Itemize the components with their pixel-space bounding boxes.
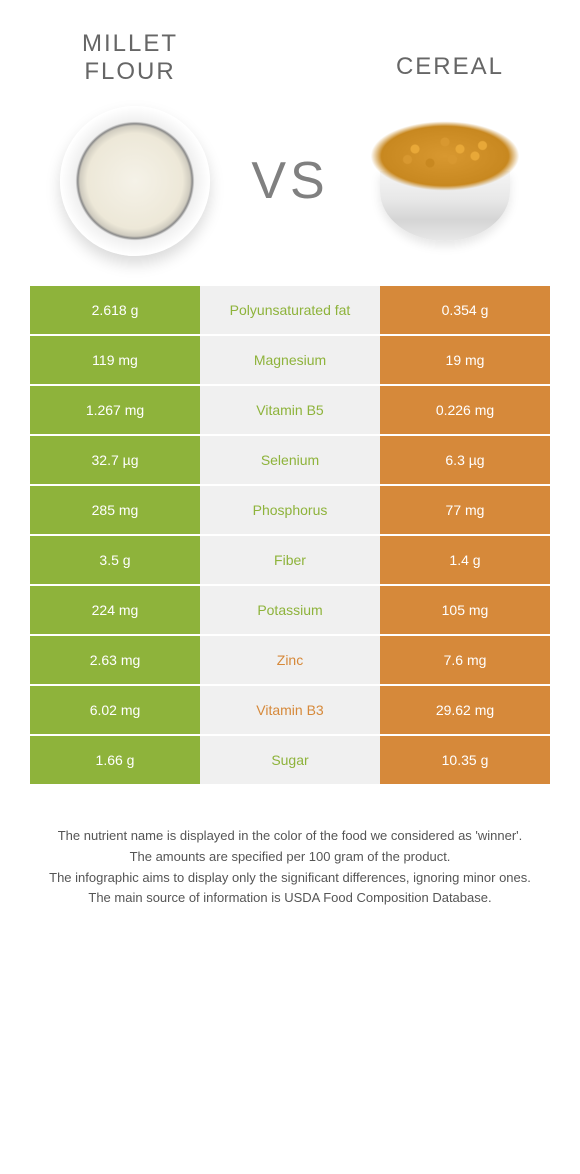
comparison-table: 2.618 gPolyunsaturated fat0.354 g119 mgM… [0,286,580,784]
images-row: VS [0,106,580,286]
title-left: MILLET FLOUR [70,30,190,86]
cell-nutrient-label: Vitamin B3 [200,686,380,734]
cell-right-value: 29.62 mg [380,686,550,734]
cell-left-value: 6.02 mg [30,686,200,734]
cell-right-value: 0.354 g [380,286,550,334]
cell-nutrient-label: Sugar [200,736,380,784]
title-right: CEREAL [390,53,510,81]
table-row: 285 mgPhosphorus77 mg [30,486,550,534]
table-row: 119 mgMagnesium19 mg [30,336,550,384]
cell-right-value: 105 mg [380,586,550,634]
cell-nutrient-label: Fiber [200,536,380,584]
footnote: The nutrient name is displayed in the co… [0,786,580,909]
cell-right-value: 77 mg [380,486,550,534]
millet-flour-image [60,106,210,256]
cell-nutrient-label: Magnesium [200,336,380,384]
footnote-line: The main source of information is USDA F… [45,888,535,909]
cell-right-value: 6.3 µg [380,436,550,484]
table-row: 224 mgPotassium105 mg [30,586,550,634]
table-row: 1.66 gSugar10.35 g [30,736,550,784]
cell-nutrient-label: Potassium [200,586,380,634]
cell-right-value: 19 mg [380,336,550,384]
cell-nutrient-label: Zinc [200,636,380,684]
cell-left-value: 1.267 mg [30,386,200,434]
cell-nutrient-label: Polyunsaturated fat [200,286,380,334]
header: MILLET FLOUR CEREAL [0,0,580,106]
table-row: 6.02 mgVitamin B329.62 mg [30,686,550,734]
cell-left-value: 285 mg [30,486,200,534]
cell-left-value: 1.66 g [30,736,200,784]
cell-nutrient-label: Phosphorus [200,486,380,534]
table-row: 1.267 mgVitamin B50.226 mg [30,386,550,434]
cell-nutrient-label: Selenium [200,436,380,484]
cell-left-value: 32.7 µg [30,436,200,484]
vs-label: VS [251,151,328,211]
table-row: 2.63 mgZinc7.6 mg [30,636,550,684]
footnote-line: The nutrient name is displayed in the co… [45,826,535,847]
cell-nutrient-label: Vitamin B5 [200,386,380,434]
cell-right-value: 10.35 g [380,736,550,784]
cell-right-value: 1.4 g [380,536,550,584]
cereal-image [370,121,520,241]
cell-left-value: 224 mg [30,586,200,634]
cell-left-value: 2.63 mg [30,636,200,684]
footnote-line: The infographic aims to display only the… [45,868,535,889]
footnote-line: The amounts are specified per 100 gram o… [45,847,535,868]
table-row: 32.7 µgSelenium6.3 µg [30,436,550,484]
cell-right-value: 7.6 mg [380,636,550,684]
cell-right-value: 0.226 mg [380,386,550,434]
table-row: 2.618 gPolyunsaturated fat0.354 g [30,286,550,334]
cell-left-value: 3.5 g [30,536,200,584]
cell-left-value: 2.618 g [30,286,200,334]
cell-left-value: 119 mg [30,336,200,384]
table-row: 3.5 gFiber1.4 g [30,536,550,584]
